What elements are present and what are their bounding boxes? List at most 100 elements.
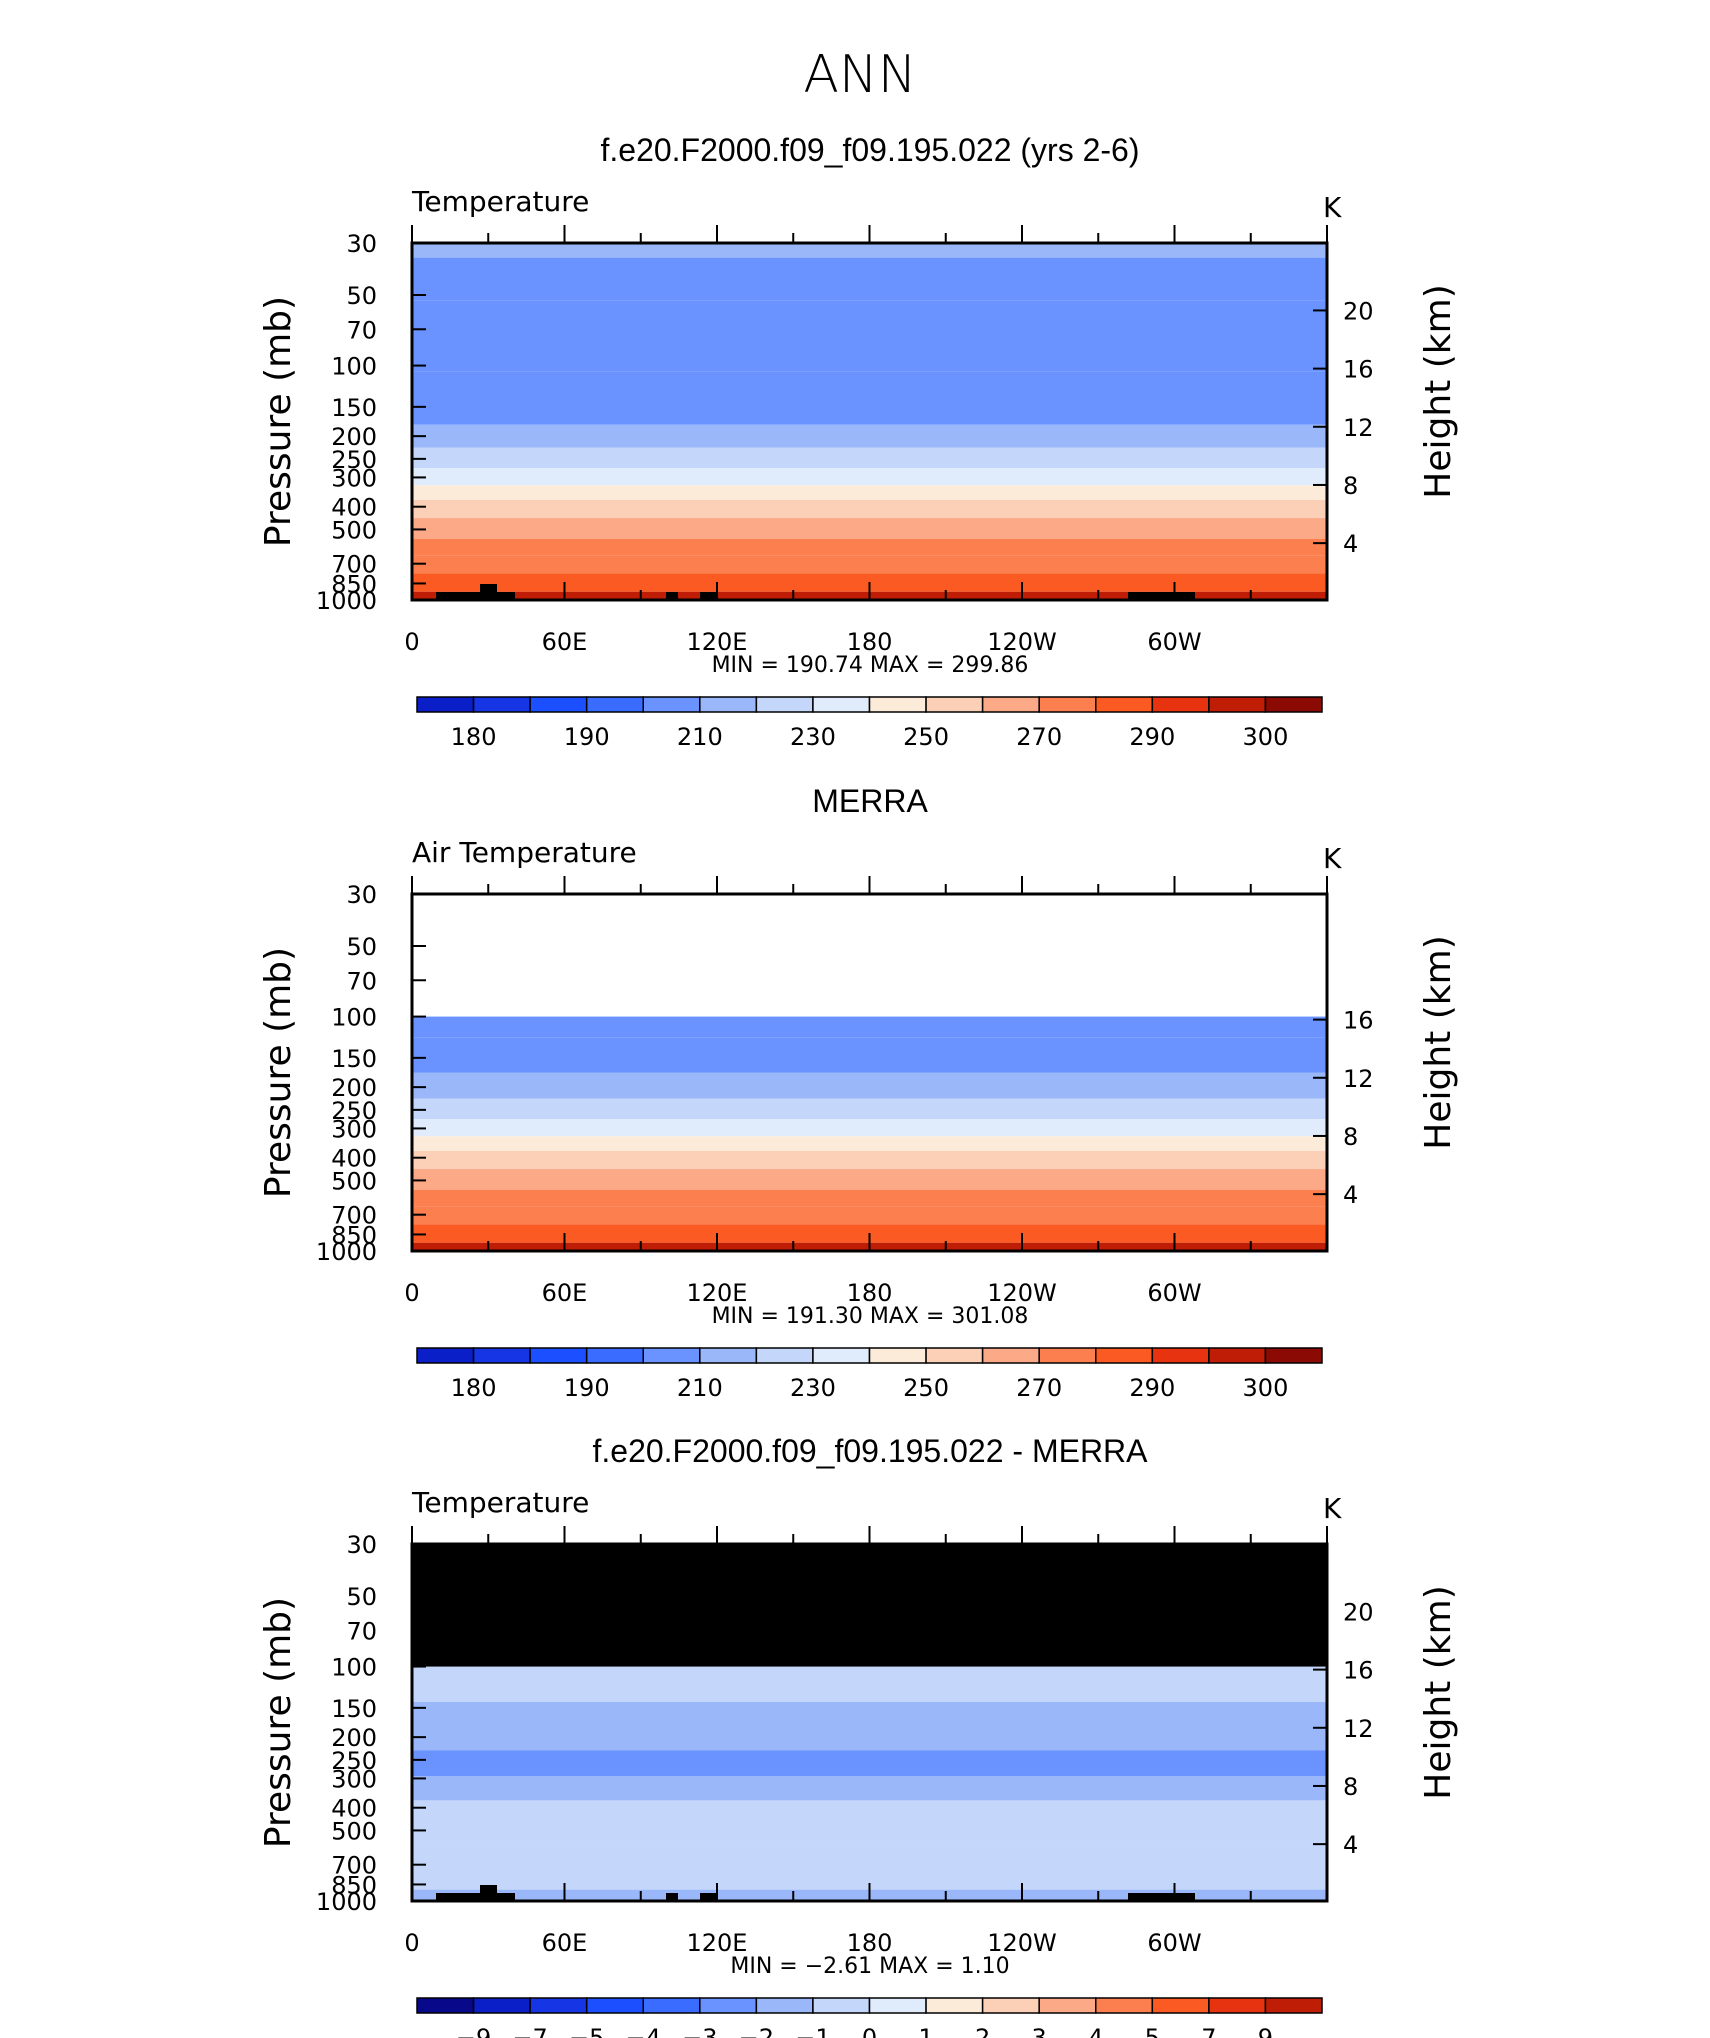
- topography-block: [666, 1893, 678, 1901]
- right-string: K: [1323, 842, 1342, 875]
- y-tick-label: 400: [331, 1145, 377, 1173]
- x-tick-label: 0: [404, 1929, 419, 1957]
- y-tick-label: 30: [346, 881, 377, 909]
- y-tick-label: 300: [331, 1115, 377, 1143]
- y-tick-label: 1000: [316, 1888, 377, 1916]
- y-tick-label: 200: [331, 1724, 377, 1752]
- right-string: K: [1323, 191, 1342, 224]
- data-band: [412, 1845, 1327, 1890]
- colorbar-tick-label: −4: [626, 2024, 661, 2038]
- y-tick-label: 50: [346, 282, 377, 310]
- data-band: [412, 1072, 1327, 1099]
- colorbar-tick-label: 300: [1243, 1374, 1289, 1402]
- colorbar-tick-label: 1: [918, 2024, 933, 2038]
- data-band: [412, 555, 1327, 574]
- colorbar-tick-label: 290: [1129, 1374, 1175, 1402]
- x-tick-label: 120E: [687, 628, 748, 656]
- colorbar-box: [1151, 1997, 1210, 2014]
- colorbar-box: [642, 1997, 701, 2014]
- data-band: [412, 1136, 1327, 1151]
- colorbar-box: [1038, 1997, 1097, 2014]
- y-tick-label: 200: [331, 1074, 377, 1102]
- y-tick-label: 700: [331, 1852, 377, 1880]
- colorbar-box: [868, 696, 927, 713]
- x-tick-label: 60W: [1147, 1929, 1201, 1957]
- data-band: [412, 447, 1327, 469]
- colorbar-box: [868, 1997, 927, 2014]
- y-tick-label: 150: [331, 394, 377, 422]
- y-tick-label: 50: [346, 1583, 377, 1611]
- x-tick-label: 180: [847, 628, 893, 656]
- y2-tick-label: 8: [1343, 1773, 1358, 1801]
- x-tick-label: 60E: [542, 1929, 588, 1957]
- y-tick-label: 250: [331, 446, 377, 474]
- x-tick-label: 180: [847, 1929, 893, 1957]
- right-string: K: [1323, 1492, 1342, 1525]
- page-title: ANN: [803, 45, 916, 105]
- colorbar-tick-label: −2: [739, 2024, 774, 2038]
- min-max-stats: MIN = 191.30 MAX = 301.08: [712, 1304, 1029, 1329]
- data-band: [412, 1098, 1327, 1120]
- data-band: [412, 538, 1327, 556]
- colorbar-tick-label: 2: [975, 2024, 990, 2038]
- y-tick-label: 30: [346, 230, 377, 258]
- y2-tick-label: 12: [1343, 414, 1374, 442]
- y-tick-label: 300: [331, 464, 377, 492]
- colorbar-box: [1208, 696, 1267, 713]
- colorbar-tick-label: 190: [564, 1374, 610, 1402]
- y2-tick-label: 20: [1343, 1598, 1374, 1626]
- colorbar-tick-label: 230: [790, 723, 836, 751]
- colorbar-box: [1038, 696, 1097, 713]
- y-tick-label: 150: [331, 1045, 377, 1073]
- colorbar-tick-label: 5: [1145, 2024, 1160, 2038]
- y2-tick-label: 16: [1343, 356, 1374, 384]
- colorbar-box: [416, 696, 475, 713]
- colorbar-box: [472, 1347, 531, 1364]
- topography-block: [700, 592, 716, 600]
- y2-tick-label: 12: [1343, 1065, 1374, 1093]
- y-tick-label: 850: [331, 1221, 377, 1249]
- colorbar-box: [812, 696, 871, 713]
- topography-block: [1128, 592, 1195, 600]
- colorbar-box: [1095, 1997, 1154, 2014]
- min-max-stats: MIN = 190.74 MAX = 299.86: [712, 653, 1029, 678]
- data-band: [412, 300, 1327, 372]
- x-tick-label: 60W: [1147, 1279, 1201, 1307]
- colorbar-box: [699, 1347, 758, 1364]
- y-tick-label: 400: [331, 1795, 377, 1823]
- missing-data-region: [412, 1544, 1327, 1667]
- y2-tick-label: 20: [1343, 297, 1374, 325]
- colorbar-tick-label: 4: [1088, 2024, 1103, 2038]
- y2-tick-label: 12: [1343, 1715, 1374, 1743]
- x-tick-label: 60W: [1147, 628, 1201, 656]
- colorbar-box: [416, 1347, 475, 1364]
- data-band: [412, 1169, 1327, 1190]
- topography-block: [700, 1893, 716, 1901]
- colorbar-box: [699, 696, 758, 713]
- y-tick-label: 50: [346, 933, 377, 961]
- x-tick-label: 0: [404, 628, 419, 656]
- colorbar-box: [1095, 696, 1154, 713]
- data-band: [412, 485, 1327, 500]
- colorbar-tick-label: 180: [451, 1374, 497, 1402]
- colorbar-box: [755, 1997, 814, 2014]
- left-string: Temperature: [411, 185, 589, 218]
- colorbar-tick-label: 270: [1016, 1374, 1062, 1402]
- y-tick-label: 500: [331, 516, 377, 544]
- y-tick-label: 250: [331, 1097, 377, 1125]
- colorbar-box: [1095, 1347, 1154, 1364]
- colorbar-tick-label: 0: [862, 2024, 877, 2038]
- panel-title: f.e20.F2000.f09_f09.195.022 (yrs 2-6): [600, 132, 1139, 168]
- colorbar-box: [812, 1347, 871, 1364]
- data-band: [412, 1800, 1327, 1846]
- topography-block: [1128, 1893, 1195, 1901]
- colorbar-box: [529, 696, 588, 713]
- data-band: [412, 1775, 1327, 1801]
- y2-axis-label: Height (km): [1418, 284, 1459, 498]
- data-band: [412, 1666, 1327, 1702]
- min-max-stats: MIN = −2.61 MAX = 1.10: [730, 1954, 1009, 1979]
- colorbar-box: [585, 696, 644, 713]
- y-tick-label: 850: [331, 570, 377, 598]
- panel-title: f.e20.F2000.f09_f09.195.022 - MERRA: [592, 1433, 1148, 1469]
